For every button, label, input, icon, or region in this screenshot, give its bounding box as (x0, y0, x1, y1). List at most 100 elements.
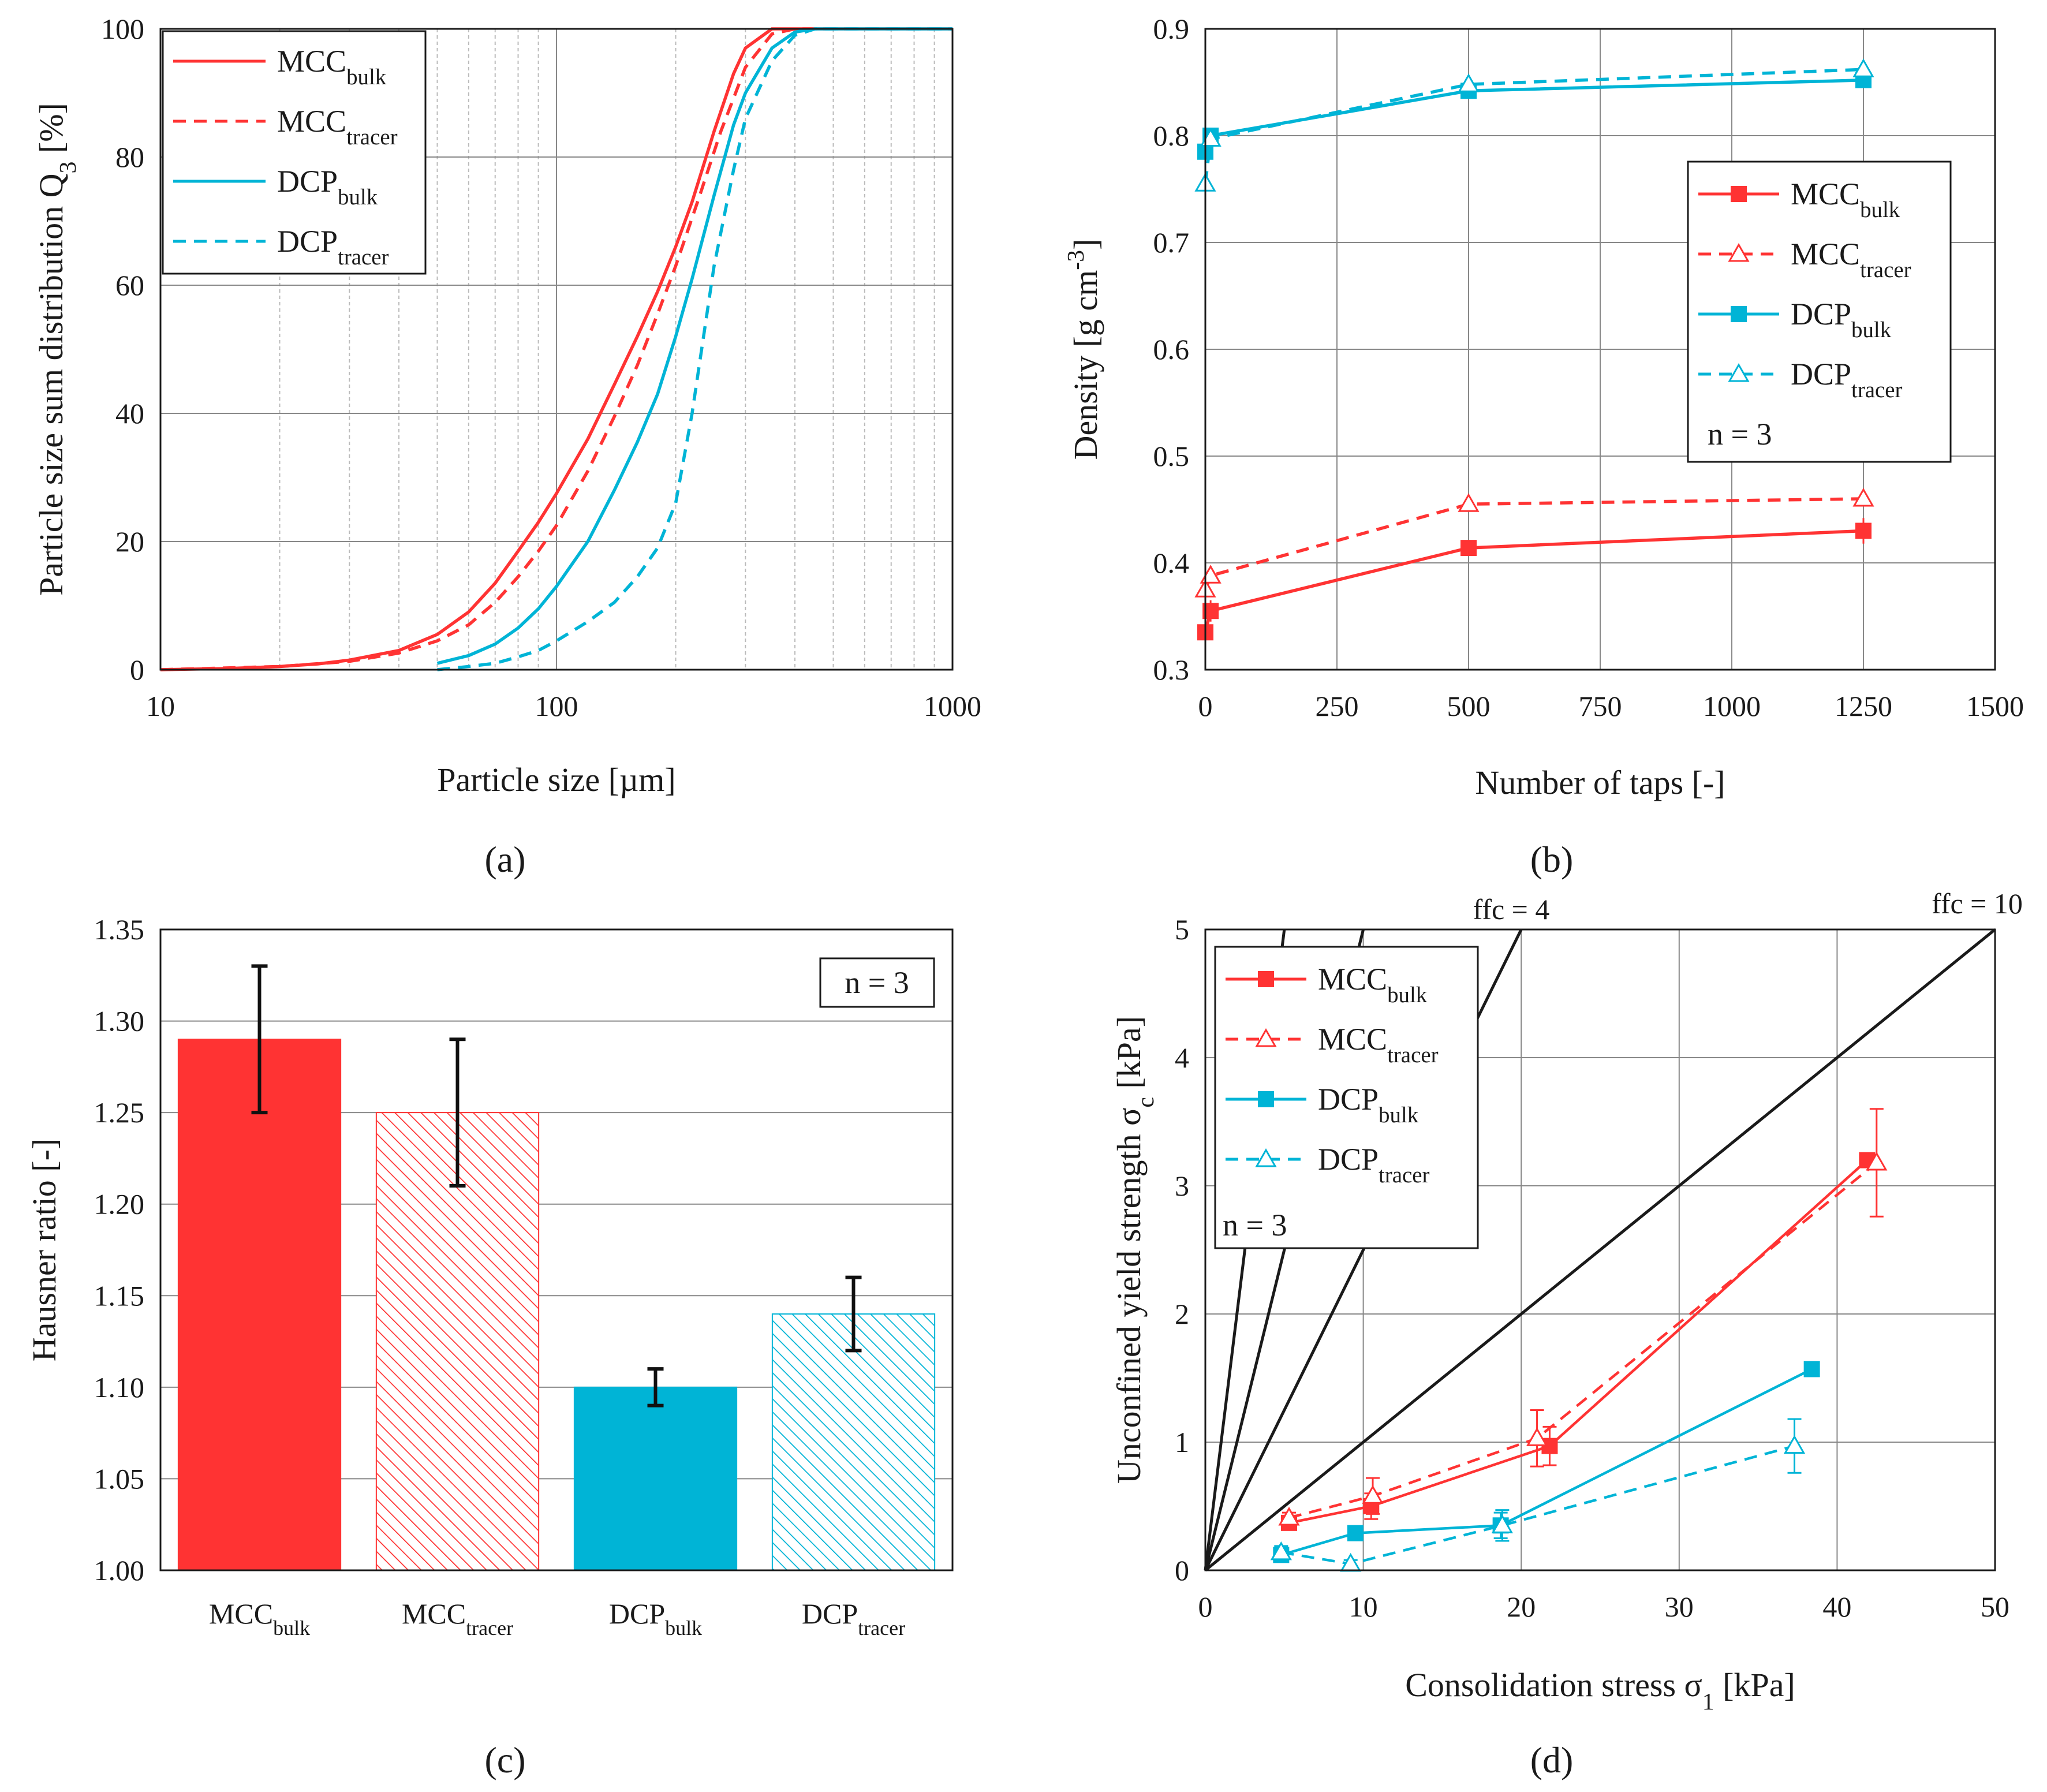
d-sample-count: n = 3 (1223, 1208, 1287, 1242)
b-y-axis-title: Density [g cm-3] (1063, 239, 1104, 460)
d-ytick-label: 4 (1175, 1041, 1189, 1074)
d-ytick-label: 2 (1175, 1298, 1189, 1330)
d-ytick-label: 3 (1175, 1170, 1189, 1202)
b-xtick-label: 500 (1447, 690, 1491, 722)
a-legend-label-0: MCCbulk (277, 44, 387, 89)
b-xtick-label: 1250 (1835, 690, 1892, 722)
c-ytick-label: 1.20 (94, 1188, 145, 1220)
d-x-axis-title: Consolidation stress σ1 [kPa] (1405, 1666, 1795, 1715)
d-legend-label-1: MCCtracer (1318, 1022, 1439, 1067)
a-xtick-label: 1000 (924, 690, 981, 722)
d-ffc-label-4: ffc = 4 (1473, 893, 1550, 925)
b-ytick-label: 0.7 (1153, 226, 1190, 259)
b-panel-label: (b) (1530, 839, 1574, 880)
d-y-axis-title: Unconfined yield strength σc [kPa] (1110, 1016, 1159, 1484)
b-point-mcc-tracer (1458, 493, 1480, 512)
c-plot-frame (159, 928, 954, 1571)
d-point-dcp-bulk (1347, 1525, 1364, 1541)
b-series-dcp-tracer (1204, 68, 1864, 184)
b-legend-marker-2 (1731, 306, 1747, 322)
b-legend-marker-1 (1728, 242, 1750, 262)
c-bar-mcc-bulk (177, 1039, 342, 1571)
b-xtick-label: 1500 (1966, 690, 2024, 722)
d-legend-marker-1 (1255, 1028, 1277, 1047)
d-xtick-label: 0 (1198, 1591, 1213, 1623)
a-legend-label-2: DCPbulk (277, 164, 378, 210)
c-annotation-box (819, 957, 935, 1008)
d-xtick-label: 50 (1981, 1591, 2009, 1623)
a-legend-label-1: MCCtracer (277, 104, 398, 150)
d-ytick-label: 0 (1175, 1554, 1189, 1586)
d-legend-marker-0 (1258, 971, 1274, 987)
b-xtick-label: 250 (1316, 690, 1359, 722)
c-ytick-label: 1.15 (94, 1279, 145, 1312)
d-point-mcc-tracer (1362, 1485, 1384, 1504)
d-xtick-label: 40 (1822, 1591, 1851, 1623)
b-legend-marker-0 (1731, 186, 1747, 202)
c-category-label: MCCbulk (209, 1597, 310, 1640)
b-legend-label-0: MCCbulk (1791, 177, 1900, 222)
d-ytick-label: 1 (1175, 1426, 1189, 1458)
b-legend-label-2: DCPbulk (1791, 297, 1892, 342)
d-series-mcc-tracer (1288, 1162, 1878, 1520)
b-legend-label-1: MCCtracer (1791, 237, 1911, 282)
d-ffc-label-10: ffc = 10 (1932, 887, 2023, 920)
b-ytick-label: 0.8 (1153, 120, 1190, 152)
a-ytick-label: 60 (115, 269, 144, 301)
panel-b-tap-density: 0 250 500 750 1000 1250 1500 0.3 0.4 0.5 0.6 0.7 0.8… (1063, 13, 2024, 880)
d-legend-label-0: MCCbulk (1318, 962, 1428, 1007)
c-ytick-label: 1.05 (94, 1462, 145, 1495)
b-ytick-label: 0.3 (1153, 654, 1190, 686)
panel-d-flow-function: 0 10 20 30 40 50 0 1 2 3 4 5 MCCbulk MCCtracer DCPbulk… (1110, 887, 2023, 1780)
b-xtick-label: 1000 (1703, 690, 1761, 722)
b-point-dcp-tracer (1458, 73, 1480, 92)
a-legend-label-3: DCPtracer (277, 224, 389, 270)
a-series-dcp-bulk (436, 27, 952, 665)
d-point-dcp-tracer (1783, 1435, 1806, 1454)
b-legend-label-3: DCPtracer (1791, 357, 1903, 402)
a-y-axis-title: Particle size sum distribution Q3 [%] (32, 103, 81, 596)
b-plot-frame (1204, 28, 1996, 671)
a-ytick-label: 100 (101, 13, 144, 45)
b-series-mcc-bulk (1204, 529, 1864, 633)
b-point-mcc-bulk (1855, 522, 1872, 539)
c-category-label: DCPbulk (609, 1597, 702, 1640)
d-point-mcc-tracer (1526, 1427, 1548, 1446)
panel-a-particle-size-distribution: 10 100 1000 0 20 40 60 80 100 MCCbulk MCCtracer DCP… (32, 13, 981, 880)
d-legend-marker-2 (1258, 1091, 1274, 1107)
a-ytick-label: 40 (115, 397, 144, 430)
d-legend-label-2: DCPbulk (1318, 1082, 1419, 1128)
a-xtick-label: 10 (146, 690, 175, 722)
b-point-dcp-tracer (1852, 58, 1874, 77)
d-point-dcp-bulk (1803, 1361, 1820, 1377)
a-series-mcc-bulk (160, 27, 952, 671)
b-point-mcc-bulk (1460, 540, 1477, 557)
a-panel-label: (a) (484, 839, 525, 880)
d-xtick-label: 10 (1349, 1591, 1378, 1623)
a-series-dcp-tracer (437, 27, 952, 671)
c-ytick-label: 1.35 (94, 913, 145, 946)
d-series-dcp-bulk (1280, 1368, 1813, 1556)
b-sample-count: n = 3 (1708, 417, 1772, 451)
b-ytick-label: 0.4 (1153, 547, 1190, 579)
d-ffc-line-10 (1204, 928, 1996, 1571)
c-ytick-label: 1.10 (94, 1371, 145, 1403)
panel-c-hausner-ratio: 1.00 1.05 1.10 1.15 1.20 1.25 1.30 1.35 MCCbulk M… (25, 913, 954, 1780)
d-xtick-label: 30 (1665, 1591, 1694, 1623)
c-sample-count: n = 3 (845, 965, 909, 1000)
c-ytick-label: 1.30 (94, 1005, 145, 1037)
a-plot-frame (159, 28, 954, 671)
d-legend-marker-3 (1255, 1148, 1277, 1167)
d-series-dcp-tracer (1280, 1444, 1795, 1566)
d-xtick-label: 20 (1507, 1591, 1536, 1623)
c-ytick-label: 1.00 (94, 1554, 145, 1586)
c-y-axis-title: Hausner ratio [-] (25, 1138, 63, 1362)
c-category-label: DCPtracer (802, 1597, 905, 1640)
d-point-mcc-tracer (1278, 1506, 1300, 1526)
a-ytick-label: 20 (115, 525, 144, 558)
b-ytick-label: 0.6 (1153, 333, 1190, 365)
a-legend-box (162, 30, 427, 275)
d-legend-label-3: DCPtracer (1318, 1142, 1430, 1188)
d-point-mcc-tracer (1866, 1152, 1888, 1171)
